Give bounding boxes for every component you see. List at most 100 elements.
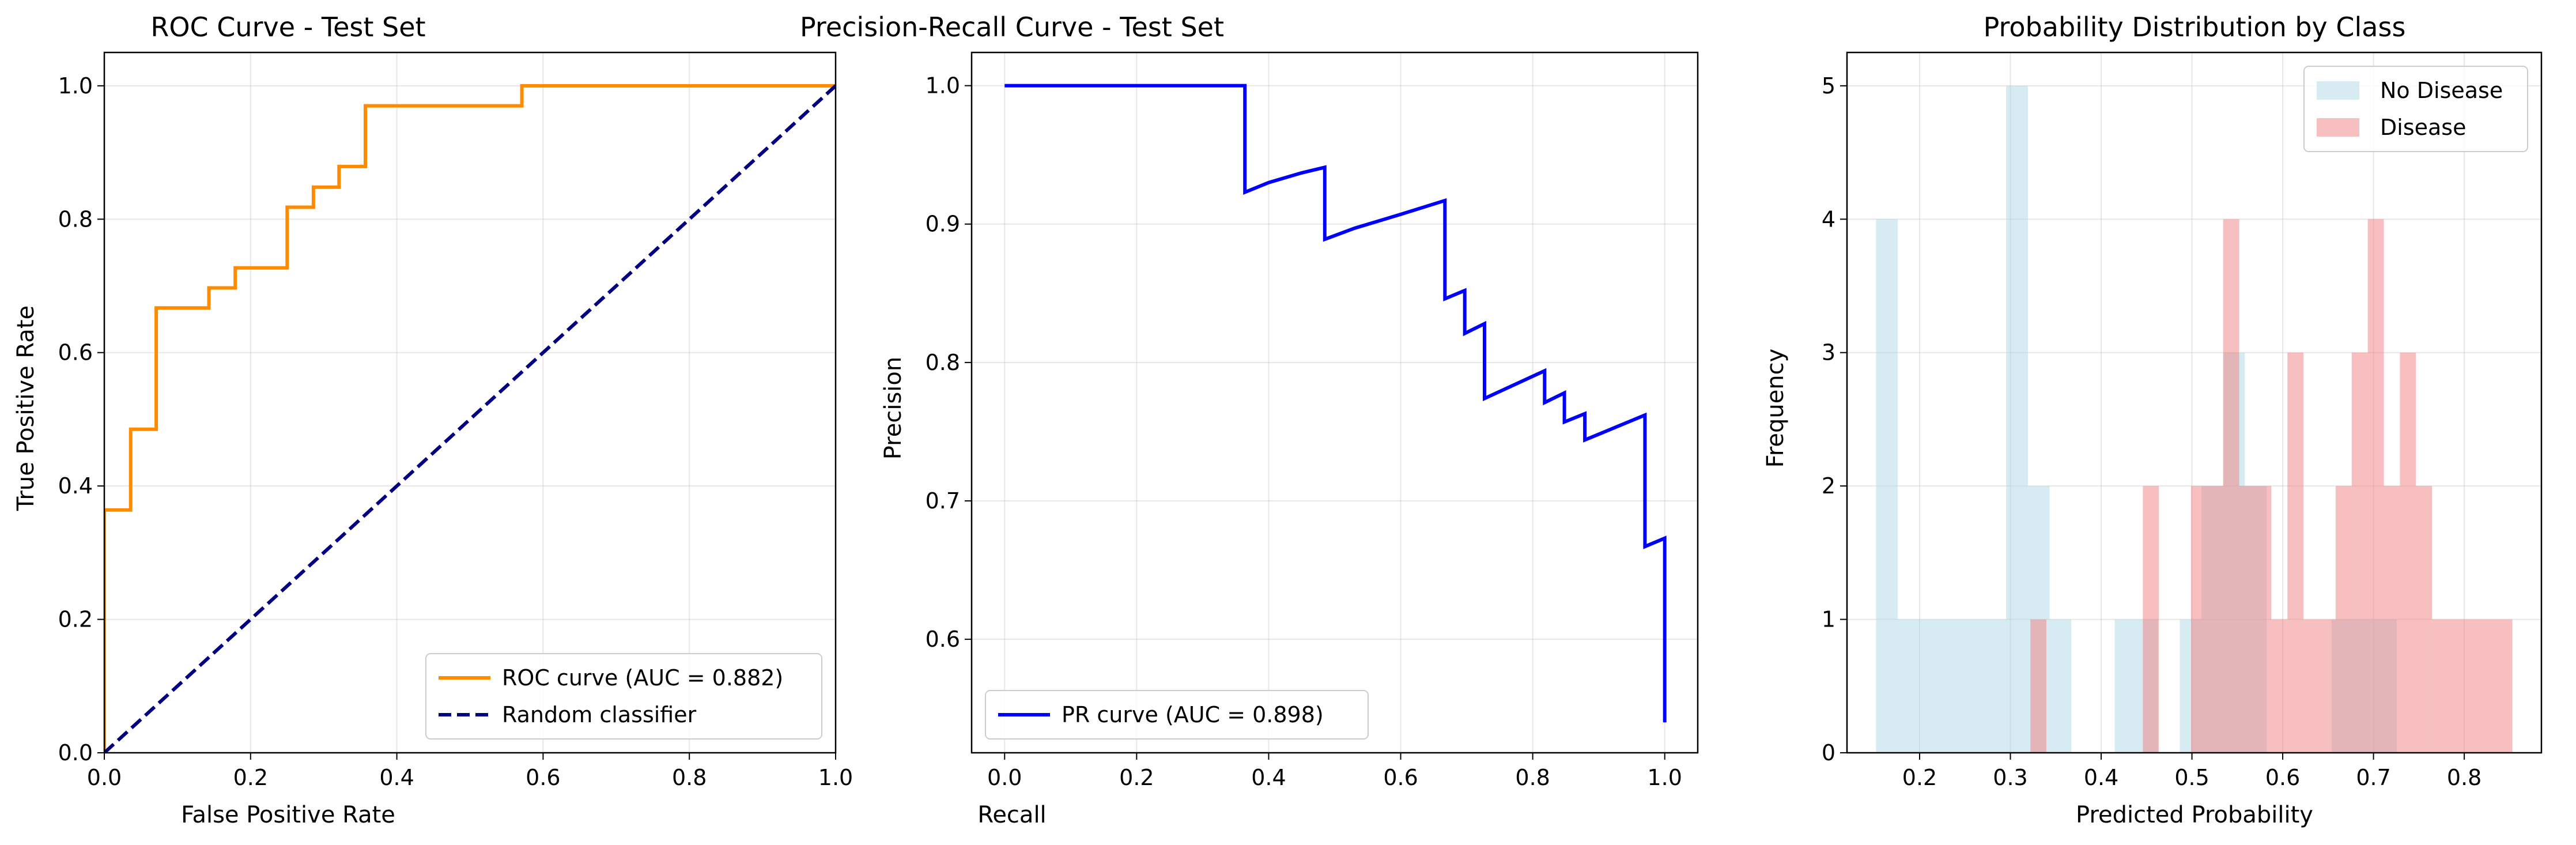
hist-ytick-label: 3 bbox=[1822, 340, 1835, 365]
hist-panel: Probability Distribution by Class 0.2 0.3… bbox=[1762, 12, 2543, 828]
pr-legend-box bbox=[985, 690, 1369, 740]
roc-ylabel: True Positive Rate bbox=[13, 305, 39, 511]
roc-xtick-label: 0.6 bbox=[526, 765, 560, 790]
hist-bar-1 bbox=[2416, 486, 2433, 753]
pr-ytick-label: 0.9 bbox=[926, 212, 960, 237]
pr-series-group bbox=[1004, 84, 1667, 723]
hist-bar-0 bbox=[1962, 619, 1985, 753]
hist-bar-0 bbox=[1919, 619, 1942, 753]
hist-bar-1 bbox=[2143, 486, 2159, 753]
pr-xtick-label: 0.4 bbox=[1251, 765, 1286, 790]
hist-bar-1 bbox=[2335, 486, 2352, 753]
hist-ticks: 0.2 0.3 0.4 0.5 0.6 0.7 0.8 0 1 2 3 4 5 bbox=[1822, 73, 2482, 790]
hist-axes-frame bbox=[1846, 51, 2543, 754]
hist-xtick-label: 0.6 bbox=[2265, 765, 2300, 790]
roc-ytick-label: 0.0 bbox=[58, 740, 93, 765]
roc-plot-area bbox=[103, 51, 837, 754]
pr-xlabel: Recall bbox=[977, 802, 1046, 828]
hist-bar-1 bbox=[2207, 486, 2223, 753]
hist-bar-1 bbox=[2384, 486, 2400, 753]
hist-legend-label: No Disease bbox=[2380, 78, 2503, 103]
pr-panel: Precision-Recall Curve - Test Set 0.0 0.2… bbox=[800, 12, 1699, 828]
hist-bar-0 bbox=[1876, 219, 1898, 753]
hist-xtick-label: 0.2 bbox=[1902, 765, 1937, 790]
roc-xtick-label: 1.0 bbox=[818, 765, 853, 790]
pr-ytick-label: 0.7 bbox=[926, 488, 960, 514]
roc-xtick-label: 0.2 bbox=[233, 765, 268, 790]
hist-bar-1 bbox=[2400, 352, 2416, 753]
pr-legend-label: PR curve (AUC = 0.898) bbox=[1062, 702, 1324, 727]
hist-xlabel: Predicted Probability bbox=[2076, 802, 2313, 828]
hist-bar-0 bbox=[2006, 85, 2028, 753]
hist-plot-area bbox=[1846, 51, 2543, 754]
hist-bar-1 bbox=[2480, 619, 2496, 753]
roc-series-group bbox=[104, 84, 836, 753]
hist-bar-1 bbox=[2287, 352, 2304, 753]
roc-ticks: 0.0 0.2 0.4 0.6 0.8 1.0 0.0 0.2 0.4 0.6 0.8 1.0 bbox=[58, 73, 853, 790]
hist-bar-1 bbox=[2367, 219, 2384, 753]
pr-xtick-label: 0.2 bbox=[1119, 765, 1154, 790]
pr-ytick-label: 0.6 bbox=[926, 627, 960, 652]
hist-ytick-label: 1 bbox=[1822, 607, 1835, 632]
pr-legend: PR curve (AUC = 0.898) bbox=[985, 690, 1369, 740]
hist-bar-1 bbox=[2320, 619, 2336, 753]
hist-xtick-label: 0.4 bbox=[2084, 765, 2118, 790]
hist-ytick-label: 0 bbox=[1822, 740, 1835, 765]
pr-ytick-label: 1.0 bbox=[926, 73, 960, 99]
hist-xtick-label: 0.5 bbox=[2174, 765, 2209, 790]
roc-xtick-label: 0.8 bbox=[672, 765, 707, 790]
pr-ylabel: Precision bbox=[880, 357, 906, 459]
hist-bar-0 bbox=[2114, 619, 2137, 753]
roc-xtick-label: 0.4 bbox=[379, 765, 414, 790]
pr-title: Precision-Recall Curve - Test Set bbox=[800, 12, 1224, 43]
pr-ytick-label: 0.8 bbox=[926, 350, 960, 375]
pr-plot-area bbox=[970, 51, 1699, 754]
hist-bar-1 bbox=[2464, 619, 2480, 753]
hist-xtick-label: 0.8 bbox=[2447, 765, 2481, 790]
hist-bar-1 bbox=[2271, 619, 2288, 753]
roc-legend-box bbox=[425, 653, 822, 740]
hist-bar-0 bbox=[1941, 619, 1963, 753]
hist-bar-0 bbox=[1984, 619, 2007, 753]
roc-axes-frame bbox=[103, 51, 837, 754]
pr-ticks: 0.0 0.2 0.4 0.6 0.8 1.0 0.6 0.7 0.8 0.9 1.0 bbox=[926, 73, 1682, 790]
roc-ytick-label: 0.4 bbox=[58, 473, 93, 499]
roc-panel: ROC Curve - Test Set 0.0 0.2 0.4 0.6 0.8 1.0 0… bbox=[13, 12, 853, 828]
hist-bar-1 bbox=[2239, 486, 2256, 753]
hist-xtick-label: 0.7 bbox=[2356, 765, 2390, 790]
hist-bar-1 bbox=[2255, 486, 2272, 753]
hist-legend-box bbox=[2303, 66, 2528, 152]
roc-series-line-0 bbox=[104, 84, 836, 753]
hist-legend-swatch bbox=[2317, 118, 2359, 137]
roc-ytick-label: 0.2 bbox=[58, 607, 93, 632]
hist-bar-0 bbox=[2049, 619, 2072, 753]
hist-series-group bbox=[1876, 85, 2513, 753]
hist-xtick-label: 0.3 bbox=[1993, 765, 2027, 790]
pr-xtick-label: 0.6 bbox=[1383, 765, 1418, 790]
hist-bar-1 bbox=[2496, 619, 2513, 753]
hist-bar-1 bbox=[2351, 352, 2368, 753]
hist-ytick-label: 2 bbox=[1822, 473, 1835, 499]
roc-legend-label: ROC curve (AUC = 0.882) bbox=[502, 665, 783, 691]
roc-ytick-label: 0.8 bbox=[58, 206, 93, 232]
roc-ytick-label: 0.6 bbox=[58, 340, 93, 365]
roc-legend-label: Random classifier bbox=[502, 702, 697, 727]
pr-axes-frame bbox=[970, 51, 1699, 754]
hist-legend-swatch bbox=[2317, 81, 2359, 100]
pr-xtick-label: 1.0 bbox=[1648, 765, 1682, 790]
roc-xlabel: False Positive Rate bbox=[181, 802, 395, 828]
roc-xtick-label: 0.0 bbox=[87, 765, 122, 790]
hist-legend: No Disease Disease bbox=[2303, 66, 2528, 152]
hist-bar-1 bbox=[2223, 219, 2239, 753]
pr-xtick-label: 0.0 bbox=[987, 765, 1022, 790]
hist-ylabel: Frequency bbox=[1762, 349, 1789, 468]
hist-bar-1 bbox=[2448, 619, 2464, 753]
pr-series-line-0 bbox=[1004, 84, 1667, 723]
hist-bar-1 bbox=[2303, 619, 2320, 753]
roc-title: ROC Curve - Test Set bbox=[150, 12, 425, 43]
hist-legend-label: Disease bbox=[2380, 115, 2466, 140]
pr-xtick-label: 0.8 bbox=[1515, 765, 1550, 790]
hist-title: Probability Distribution by Class bbox=[1984, 12, 2406, 43]
hist-bar-1 bbox=[2190, 486, 2207, 753]
